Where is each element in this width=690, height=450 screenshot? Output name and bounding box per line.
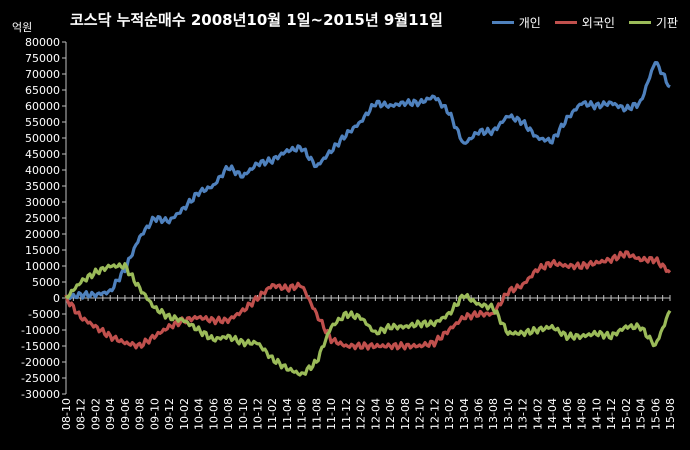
legend-item-foreign: 외국인 [554, 14, 615, 31]
x-tick-label: 09-04 [104, 398, 117, 430]
x-tick-label: 09-12 [163, 398, 176, 430]
x-tick-label: 13-02 [443, 398, 456, 430]
chart-title: 코스닥 누적순매수 2008년10월 1일~2015년 9월11일 [70, 11, 443, 29]
legend-label-individual: 개인 [518, 16, 541, 30]
x-tick-label: 12-04 [369, 398, 382, 430]
x-tick-label: 14-12 [605, 398, 618, 430]
x-tick-label: 14-10 [590, 398, 603, 430]
x-tick-label: 12-06 [384, 398, 397, 430]
x-tick-label: 11-04 [281, 398, 294, 430]
x-tick-label: 15-04 [635, 398, 648, 430]
x-tick-label: 13-12 [517, 398, 530, 430]
series-line-2 [64, 262, 672, 377]
x-tick-label: 13-06 [472, 398, 485, 430]
y-tick-label: 0 [53, 292, 60, 305]
y-tick-label: -5000 [28, 308, 60, 321]
x-tick-label: 12-02 [355, 398, 368, 430]
legend-swatch-individual [491, 21, 514, 24]
x-tick-label: 13-10 [502, 398, 515, 430]
y-tick-label: 60000 [25, 100, 60, 113]
y-tick-label: -10000 [21, 324, 60, 337]
axes [65, 42, 671, 394]
series-lines [64, 60, 672, 377]
y-tick-label: 55000 [25, 116, 60, 129]
y-tick-label: -30000 [21, 388, 60, 401]
x-tick-label: 08-10 [60, 398, 73, 430]
x-tick-label: 12-10 [414, 398, 427, 430]
x-tick-label: 12-08 [399, 398, 412, 430]
y-tick-label: 40000 [25, 164, 60, 177]
y-tick-label: -25000 [21, 372, 60, 385]
y-tick-label: 45000 [25, 148, 60, 161]
legend-label-foreign: 외국인 [581, 16, 615, 30]
x-tick-label: 10-04 [193, 398, 206, 430]
x-tick-label: 09-10 [148, 398, 161, 430]
y-tick-labels: 8000075000700006500060000550005000045000… [21, 36, 66, 401]
y-tick-label: 30000 [25, 196, 60, 209]
y-tick-label: 75000 [25, 52, 60, 65]
x-tick-label: 10-06 [207, 398, 220, 430]
y-tick-label: 35000 [25, 180, 60, 193]
y-tick-label: 20000 [25, 228, 60, 241]
series-line-0 [65, 60, 671, 301]
y-tick-label: 10000 [25, 260, 60, 273]
legend-label-institution: 기판 [655, 16, 678, 30]
y-tick-label: 50000 [25, 132, 60, 145]
x-tick-label: 13-08 [487, 398, 500, 430]
legend-swatch-institution [628, 21, 651, 24]
x-tick-label: 15-02 [620, 398, 633, 430]
legend-item-institution: 기판 [628, 14, 678, 31]
x-tick-label: 09-02 [89, 398, 102, 430]
y-tick-label: 15000 [25, 244, 60, 257]
y-tick-label: -15000 [21, 340, 60, 353]
y-tick-label: 5000 [32, 276, 60, 289]
y-tick-label: 25000 [25, 212, 60, 225]
legend-item-individual: 개인 [491, 14, 541, 31]
x-tick-labels: 08-10 08-12 09-02 09-04 09-06 09-08 09-10 09-12… [60, 398, 677, 430]
x-tick-label: 11-06 [296, 398, 309, 430]
legend-swatch-foreign [554, 21, 577, 24]
x-tick-label: 14-08 [576, 398, 589, 430]
y-unit-label: 억원 [12, 21, 33, 34]
x-tick-label: 10-12 [252, 398, 265, 430]
y-tick-label: -20000 [21, 356, 60, 369]
x-tick-label: 12-12 [428, 398, 441, 430]
x-tick-label: 14-02 [531, 398, 544, 430]
x-tick-label: 11-02 [266, 398, 279, 430]
x-tick-label: 13-04 [458, 398, 471, 430]
x-tick-label: 14-06 [561, 398, 574, 430]
x-tick-label: 14-04 [546, 398, 559, 430]
y-tick-label: 65000 [25, 84, 60, 97]
x-tick-label: 10-08 [222, 398, 235, 430]
x-tick-label: 15-06 [649, 398, 662, 430]
x-tick-label: 10-10 [237, 398, 250, 430]
x-tick-label: 09-08 [134, 398, 147, 430]
legend: 개인 외국인 기판 [491, 14, 678, 31]
y-tick-label: 70000 [25, 68, 60, 81]
y-tick-label: 80000 [25, 36, 60, 49]
x-tick-label: 08-12 [75, 398, 88, 430]
series-line-1 [64, 250, 672, 351]
x-tick-label: 11-12 [340, 398, 353, 430]
x-tick-label: 11-10 [325, 398, 338, 430]
x-tick-label: 15-08 [664, 398, 677, 430]
x-tick-label: 10-02 [178, 398, 191, 430]
x-tick-label: 09-06 [119, 398, 132, 430]
x-tick-label: 11-08 [310, 398, 323, 430]
